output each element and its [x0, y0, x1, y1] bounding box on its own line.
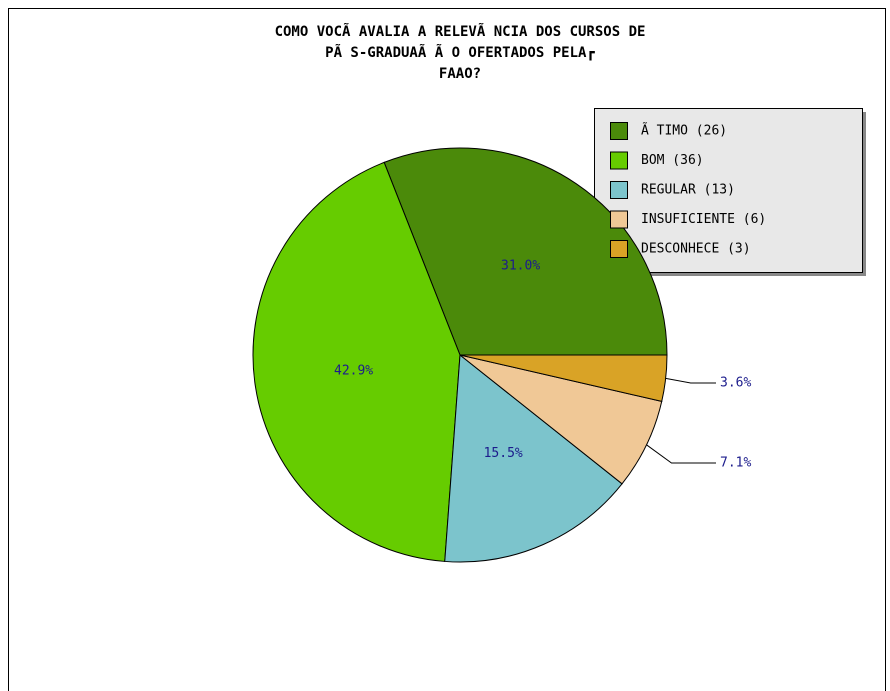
- data-label: 31.0%: [501, 259, 540, 274]
- chart-title: FAAO?: [439, 66, 481, 82]
- pie-slice: [252, 161, 461, 562]
- legend-swatch: [610, 181, 628, 199]
- chart-title: PÃ S-GRADUAÃ Ã O OFERTADOS PELA┏: [325, 44, 595, 61]
- leader-line: [665, 377, 716, 384]
- pie-slice: [383, 147, 668, 356]
- legend-box: [594, 108, 863, 273]
- data-label: 3.6%: [720, 376, 751, 391]
- legend-swatch: [610, 151, 628, 170]
- data-label: 7.1%: [720, 456, 751, 471]
- legend-label: REGULAR (13): [641, 183, 735, 198]
- pie-slice: [444, 354, 623, 563]
- legend-swatch: [610, 240, 628, 258]
- chart-title: COMO VOCÃ AVALIA A RELEVÃ NCIA DOS CURSO…: [275, 23, 646, 40]
- leader-line: [646, 444, 716, 464]
- data-label: 15.5%: [484, 446, 523, 461]
- data-label: 42.9%: [334, 364, 373, 379]
- legend-label: INSUFICIENTE (6): [641, 212, 766, 227]
- legend-label: BOM (36): [641, 153, 704, 168]
- legend-swatch: [610, 122, 628, 140]
- legend-swatch: [610, 210, 628, 229]
- legend-label: Ã TIMO (26): [641, 123, 727, 139]
- legend-label: DESCONHECE (3): [641, 242, 751, 257]
